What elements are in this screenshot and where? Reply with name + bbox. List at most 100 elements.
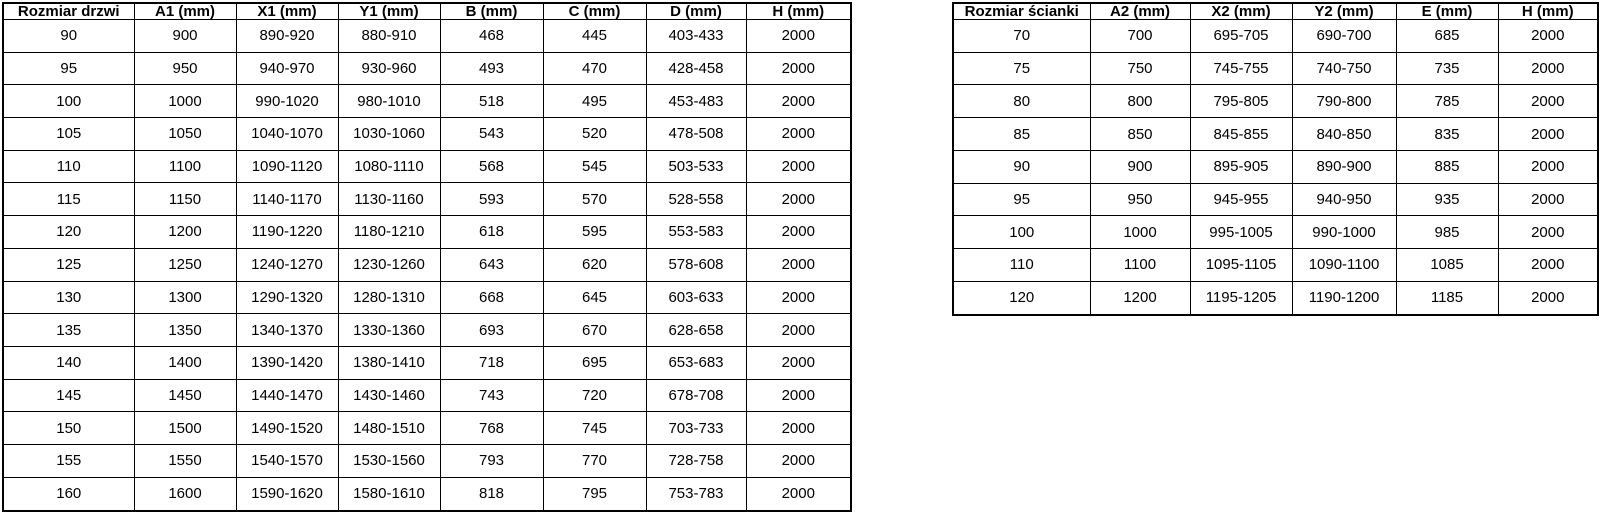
table-cell: 2000: [1497, 19, 1599, 53]
table-cell: 850: [1089, 117, 1191, 151]
table-cell: 125: [2, 247, 135, 282]
table-row: 125 1250 1240-1270 1230-1260 643 620 578-608 20…: [2, 247, 852, 282]
table-cell: 818: [439, 476, 544, 512]
table-cell: 1500: [133, 411, 237, 445]
table-cell: 2000: [745, 411, 852, 445]
table-cell: 900: [1089, 149, 1191, 184]
table-cell: 110: [2, 149, 135, 184]
table-cell: 110: [952, 248, 1091, 282]
table-cell: 1450: [133, 378, 237, 413]
table-cell: 840-850: [1291, 117, 1397, 151]
table-cell: 895-905: [1189, 149, 1293, 184]
table-cell: 745: [542, 411, 647, 445]
table-cell: 553-583: [645, 215, 747, 249]
table-cell: 2000: [1497, 280, 1599, 316]
table-row: 80 800 795-805 790-800 785 2000: [952, 84, 1599, 119]
table-cell: 2000: [1497, 51, 1599, 86]
table-cell: 1240-1270: [235, 247, 339, 282]
column-header: Rozmiar ścianki: [952, 2, 1091, 20]
table-cell: 1190-1220: [235, 215, 339, 249]
table-cell: 135: [2, 313, 135, 347]
table-cell: 693: [439, 313, 544, 347]
column-header: C (mm): [542, 2, 647, 20]
table-cell: 150: [2, 411, 135, 445]
table-cell: 1090-1100: [1291, 248, 1397, 282]
table-cell: 990-1020: [235, 84, 339, 119]
table-cell: 670: [542, 313, 647, 347]
table-cell: 468: [439, 19, 544, 53]
table-cell: 785: [1395, 84, 1499, 119]
table-row: 75 750 745-755 740-750 735 2000: [952, 51, 1599, 86]
table-cell: 105: [2, 117, 135, 151]
table-cell: 85: [952, 117, 1091, 151]
table-cell: 2000: [745, 280, 852, 315]
table-cell: 768: [439, 411, 544, 445]
table-row: 95 950 945-955 940-950 935 2000: [952, 182, 1599, 217]
table-cell: 570: [542, 182, 647, 217]
table-cell: 595: [542, 215, 647, 249]
column-header: H (mm): [1497, 2, 1599, 20]
column-header: D (mm): [645, 2, 747, 20]
wall-panel-size-table-header: Rozmiar ścianki A2 (mm) X2 (mm) Y2 (mm) E (m…: [952, 2, 1599, 20]
table-cell: 880-910: [337, 19, 441, 53]
table-cell: 930-960: [337, 51, 441, 86]
table-cell: 75: [952, 51, 1091, 86]
table-cell: 1100: [133, 149, 237, 184]
table-cell: 1195-1205: [1189, 280, 1293, 316]
wall-panel-size-table: Rozmiar ścianki A2 (mm) X2 (mm) Y2 (mm) E (m…: [952, 2, 1599, 316]
table-cell: 1130-1160: [337, 182, 441, 217]
table-cell: 1080-1110: [337, 149, 441, 184]
table-row: 115 1150 1140-1170 1130-1160 593 570 528-558 20…: [2, 182, 852, 217]
table-cell: 1490-1520: [235, 411, 339, 445]
table-cell: 545: [542, 149, 647, 184]
table-cell: 1185: [1395, 280, 1499, 316]
table-cell: 985: [1395, 215, 1499, 250]
table-cell: 95: [2, 51, 135, 86]
table-cell: 593: [439, 182, 544, 217]
door-size-table-body: 90 900 890-920 880-910 468 445 403-433 2000 95 95…: [2, 19, 852, 512]
table-cell: 990-1000: [1291, 215, 1397, 250]
table-cell: 1380-1410: [337, 345, 441, 380]
table-cell: 790-800: [1291, 84, 1397, 119]
table-cell: 603-633: [645, 280, 747, 315]
table-cell: 403-433: [645, 19, 747, 53]
table-cell: 100: [952, 215, 1091, 250]
table-cell: 1000: [1089, 215, 1191, 250]
table-cell: 1440-1470: [235, 378, 339, 413]
table-cell: 940-970: [235, 51, 339, 86]
table-cell: 2000: [745, 313, 852, 347]
table-cell: 120: [952, 280, 1091, 316]
table-cell: 1590-1620: [235, 476, 339, 512]
table-cell: 690-700: [1291, 19, 1397, 53]
table-cell: 1095-1105: [1189, 248, 1293, 282]
table-cell: 700: [1089, 19, 1191, 53]
table-cell: 835: [1395, 117, 1499, 151]
table-cell: 1030-1060: [337, 117, 441, 151]
table-row: 140 1400 1390-1420 1380-1410 718 695 653-683 20…: [2, 345, 852, 380]
table-cell: 1090-1120: [235, 149, 339, 184]
table-row: 105 1050 1040-1070 1030-1060 543 520 478-508 20…: [2, 117, 852, 151]
table-cell: 130: [2, 280, 135, 315]
table-cell: 528-558: [645, 182, 747, 217]
table-cell: 1150: [133, 182, 237, 217]
column-header: H (mm): [745, 2, 852, 20]
table-cell: 668: [439, 280, 544, 315]
column-header: X2 (mm): [1189, 2, 1293, 20]
table-cell: 1600: [133, 476, 237, 512]
table-row: 155 1550 1540-1570 1530-1560 793 770 728-758 20…: [2, 443, 852, 478]
table-cell: 728-758: [645, 443, 747, 478]
column-header: B (mm): [439, 2, 544, 20]
table-cell: 1300: [133, 280, 237, 315]
table-cell: 1250: [133, 247, 237, 282]
table-cell: 900: [133, 19, 237, 53]
door-size-table: Rozmiar drzwi A1 (mm) X1 (mm) Y1 (mm) B (mm)…: [2, 2, 852, 512]
table-cell: 643: [439, 247, 544, 282]
table-cell: 950: [1089, 182, 1191, 217]
table-cell: 445: [542, 19, 647, 53]
table-cell: 1180-1210: [337, 215, 441, 249]
table-cell: 995-1005: [1189, 215, 1293, 250]
table-cell: 1290-1320: [235, 280, 339, 315]
table-row: 120 1200 1195-1205 1190-1200 1185 2000: [952, 280, 1599, 316]
column-header: Y1 (mm): [337, 2, 441, 20]
